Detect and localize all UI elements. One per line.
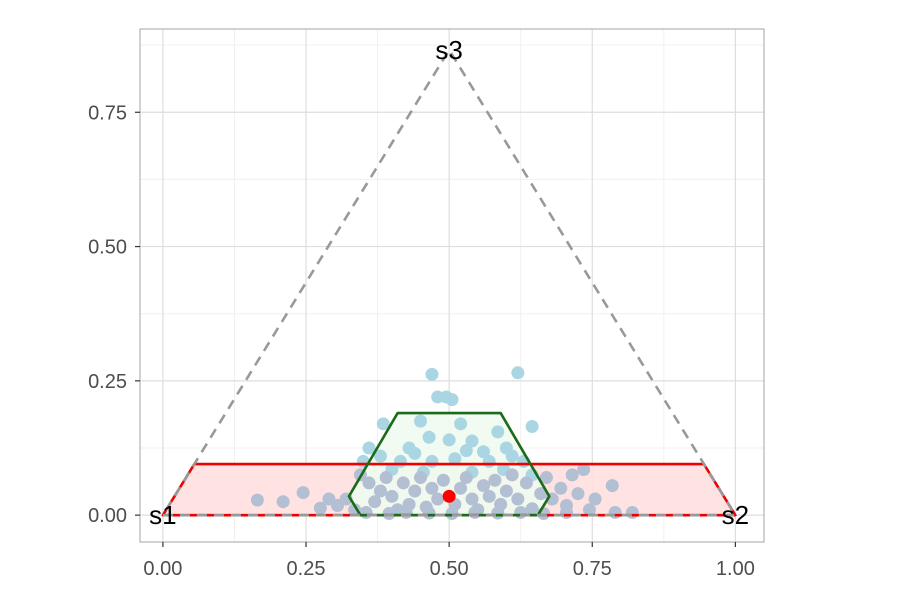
data-point	[577, 462, 591, 476]
data-point	[482, 454, 496, 468]
y-tick-label: 0.75	[88, 102, 127, 124]
data-point	[625, 505, 639, 519]
data-point	[582, 503, 596, 517]
data-point	[276, 495, 290, 509]
data-point	[379, 471, 393, 485]
data-point	[539, 471, 553, 485]
x-tick-label: 0.75	[573, 558, 612, 580]
vertex-labels-layer: s1 s2 s3	[149, 35, 749, 530]
x-tick-label: 0.25	[287, 558, 326, 580]
data-point	[511, 492, 525, 506]
data-point	[445, 393, 459, 407]
data-point	[296, 486, 310, 500]
data-point	[431, 492, 445, 506]
data-point	[505, 468, 519, 482]
data-point	[445, 507, 459, 521]
data-point	[454, 481, 468, 495]
data-point	[425, 454, 439, 468]
data-point	[525, 420, 539, 434]
x-tick-label: 1.00	[716, 558, 755, 580]
data-point	[359, 505, 373, 519]
data-point	[608, 505, 622, 519]
data-point	[382, 507, 396, 521]
data-point	[431, 390, 445, 404]
data-point	[448, 452, 462, 466]
data-point	[422, 430, 436, 444]
data-point	[459, 471, 473, 485]
data-point	[511, 366, 525, 380]
vertex-label-s1: s1	[149, 500, 176, 530]
data-point	[488, 473, 502, 487]
data-point	[459, 444, 473, 458]
data-point	[476, 445, 490, 459]
data-point	[565, 468, 579, 482]
data-point	[422, 506, 436, 520]
data-point	[468, 505, 482, 519]
data-point	[436, 473, 450, 487]
y-tick-label: 0.00	[88, 505, 127, 527]
y-tick-label: 0.25	[88, 371, 127, 393]
highlight-point	[442, 489, 456, 503]
highlight-layer	[442, 489, 456, 503]
data-point	[442, 433, 456, 447]
data-point	[414, 414, 428, 428]
data-point	[519, 476, 533, 490]
x-tick-label: 0.50	[430, 558, 469, 580]
data-point	[491, 506, 505, 520]
y-tick-label: 0.50	[88, 237, 127, 259]
data-point	[362, 441, 376, 455]
plot-panel-border	[139, 28, 765, 543]
data-point	[408, 446, 422, 460]
data-point	[399, 505, 413, 519]
data-point	[362, 476, 376, 490]
vertex-label-s2: s2	[722, 500, 749, 530]
data-point	[482, 489, 496, 503]
data-point	[313, 501, 327, 515]
data-point	[491, 425, 505, 439]
data-point	[605, 479, 619, 493]
points-layer	[250, 366, 639, 521]
data-point	[534, 487, 548, 501]
data-point	[396, 476, 410, 490]
data-point	[425, 481, 439, 495]
data-point	[250, 493, 264, 507]
green-region-outline	[347, 411, 551, 517]
data-point	[376, 417, 390, 431]
data-point	[373, 484, 387, 498]
data-point	[373, 449, 387, 463]
data-point	[554, 481, 568, 495]
data-point	[505, 449, 519, 463]
y-axis: 0.00 0.25 0.50 0.75	[88, 102, 140, 527]
data-point	[465, 434, 479, 448]
data-point	[408, 484, 422, 498]
data-point	[425, 367, 439, 381]
x-tick-label: 0.00	[143, 558, 182, 580]
data-point	[385, 489, 399, 503]
data-point	[368, 495, 382, 509]
data-point	[525, 502, 539, 516]
vertex-label-s3: s3	[435, 35, 462, 65]
minor-gridlines	[140, 29, 764, 542]
data-point	[559, 505, 573, 519]
data-point	[465, 492, 479, 506]
data-point	[571, 487, 585, 501]
data-point	[454, 417, 468, 431]
data-point	[588, 492, 602, 506]
data-point	[514, 505, 528, 519]
data-point	[414, 471, 428, 485]
data-point	[476, 479, 490, 493]
x-axis: 0.00 0.25 0.50 0.75 1.00	[143, 542, 755, 580]
data-point	[499, 484, 513, 498]
